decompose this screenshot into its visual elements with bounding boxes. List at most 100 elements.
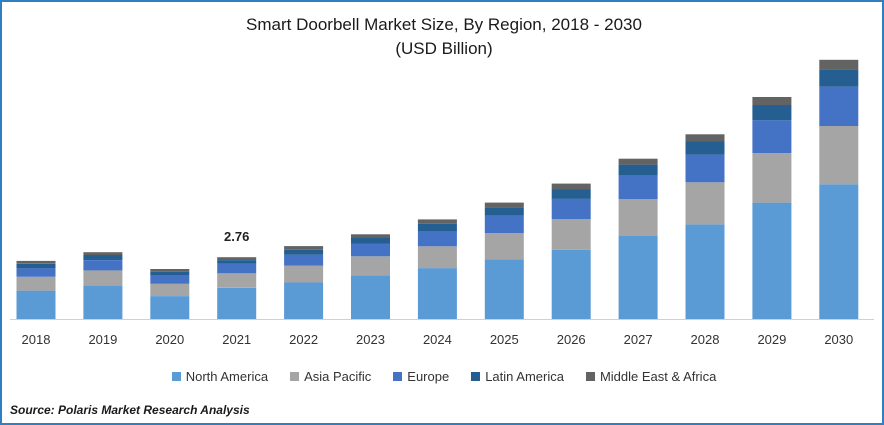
chart-subtitle: (USD Billion) (395, 39, 493, 58)
bar-2024-asia-pacific (417, 246, 457, 269)
bar-2023-asia-pacific (351, 256, 390, 276)
bar-2019-latin-america (83, 255, 123, 260)
bar-2026-asia-pacific (551, 219, 591, 250)
legend-swatch (393, 372, 403, 381)
bar-2022-asia-pacific (284, 265, 324, 283)
legend-item-north-america: North America (171, 369, 269, 384)
bar-2018-north-america (16, 290, 56, 319)
x-tick-label: 2025 (490, 332, 519, 347)
bar-2026-middle-east-and-africa (551, 183, 591, 190)
bar-2022-north-america (284, 282, 324, 319)
bar-2019-north-america (83, 285, 123, 319)
bar-2021-asia-pacific (217, 273, 257, 288)
x-tick-label: 2021 (222, 332, 251, 347)
bar-2029-latin-america (752, 105, 792, 121)
bar-2023-europe (351, 243, 390, 257)
bar-2030-latin-america (819, 69, 859, 87)
bar-2028-europe (685, 154, 725, 183)
bar-2025-europe (484, 215, 524, 234)
chart-title: Smart Doorbell Market Size, By Region, 2… (246, 15, 642, 34)
bar-2028-latin-america (685, 141, 725, 155)
legend-item-latin-america: Latin America (471, 369, 564, 384)
bar-2028-middle-east-and-africa (685, 134, 725, 142)
bar-2020-middle-east-and-africa (150, 269, 190, 272)
x-tick-label: 2024 (423, 332, 452, 347)
bar-2020-latin-america (150, 271, 190, 276)
data-label-2021: 2.76 (224, 229, 249, 244)
bar-2020-north-america (150, 296, 190, 319)
bar-2024-north-america (417, 268, 457, 319)
bar-2018-asia-pacific (16, 276, 56, 291)
x-tick-label: 2019 (88, 332, 117, 347)
bar-2022-middle-east-and-africa (284, 246, 324, 250)
bar-2027-europe (618, 175, 658, 199)
bar-2030-middle-east-and-africa (819, 59, 859, 70)
legend-swatch (585, 372, 595, 381)
x-tick-label: 2027 (624, 332, 653, 347)
legend-label: Middle East & Africa (599, 369, 717, 384)
legend-label: North America (185, 369, 269, 384)
bar-2022-latin-america (284, 249, 324, 255)
bar-2021-middle-east-and-africa (217, 257, 257, 260)
bar-2028-north-america (685, 224, 725, 319)
bar-2026-europe (551, 198, 591, 220)
x-tick-label: 2028 (691, 332, 720, 347)
x-tick-label: 2030 (824, 332, 853, 347)
bar-2020-europe (150, 275, 190, 284)
bar-2024-middle-east-and-africa (417, 219, 457, 224)
bar-2025-asia-pacific (484, 233, 524, 260)
bar-2020-asia-pacific (150, 283, 190, 296)
bar-2018-middle-east-and-africa (16, 260, 56, 264)
bar-2027-north-america (618, 236, 658, 319)
bar-2023-latin-america (351, 238, 390, 244)
legend-item-middle-east-and-africa: Middle East & Africa (585, 369, 717, 384)
legend-swatch (290, 372, 300, 381)
x-tick-label: 2029 (757, 332, 786, 347)
bar-2019-asia-pacific (83, 270, 123, 286)
bar-2029-middle-east-and-africa (752, 97, 792, 106)
bar-2018-latin-america (16, 263, 56, 269)
legend: North America Asia Pacific Europe Latin Ame… (2, 369, 882, 384)
x-tick-label: 2026 (557, 332, 586, 347)
bar-2025-latin-america (484, 207, 524, 216)
bar-2021-latin-america (217, 260, 257, 264)
bar-2027-middle-east-and-africa (618, 158, 658, 165)
bar-2026-latin-america (551, 189, 591, 199)
bar-2023-north-america (351, 275, 390, 319)
bar-2022-europe (284, 254, 324, 266)
bar-2024-europe (417, 231, 457, 247)
bar-2024-latin-america (417, 223, 457, 231)
bar-2021-north-america (217, 287, 257, 319)
bar-2028-asia-pacific (685, 182, 725, 225)
bar-2027-latin-america (618, 164, 658, 176)
legend-label: Latin America (485, 369, 564, 384)
bar-2029-asia-pacific (752, 153, 792, 203)
x-tick-label: 2022 (289, 332, 318, 347)
bar-2018-europe (16, 268, 56, 277)
x-tick-label: 2018 (22, 332, 51, 347)
bar-2026-north-america (551, 249, 591, 319)
bar-2027-asia-pacific (618, 198, 658, 236)
bar-2019-middle-east-and-africa (83, 252, 123, 255)
legend-item-asia-pacific: Asia Pacific (290, 369, 371, 384)
legend-swatch (471, 372, 481, 381)
legend-label: Asia Pacific (304, 369, 372, 384)
legend-swatch (171, 372, 181, 381)
bar-2030-north-america (819, 184, 859, 319)
bar-2029-north-america (752, 202, 792, 319)
legend-item-europe: Europe (393, 369, 449, 384)
bar-2019-europe (83, 260, 123, 271)
bar-2030-europe (819, 86, 859, 126)
bar-2025-middle-east-and-africa (484, 202, 524, 208)
bar-2030-asia-pacific (819, 126, 859, 185)
bar-2021-europe (217, 263, 257, 274)
bar-2023-middle-east-and-africa (351, 234, 390, 238)
bar-2029-europe (752, 120, 792, 154)
source-note: Source: Polaris Market Research Analysis (10, 403, 250, 417)
x-tick-label: 2023 (356, 332, 385, 347)
legend-label: Europe (407, 369, 450, 384)
bar-2025-north-america (484, 259, 524, 319)
x-tick-label: 2020 (155, 332, 184, 347)
